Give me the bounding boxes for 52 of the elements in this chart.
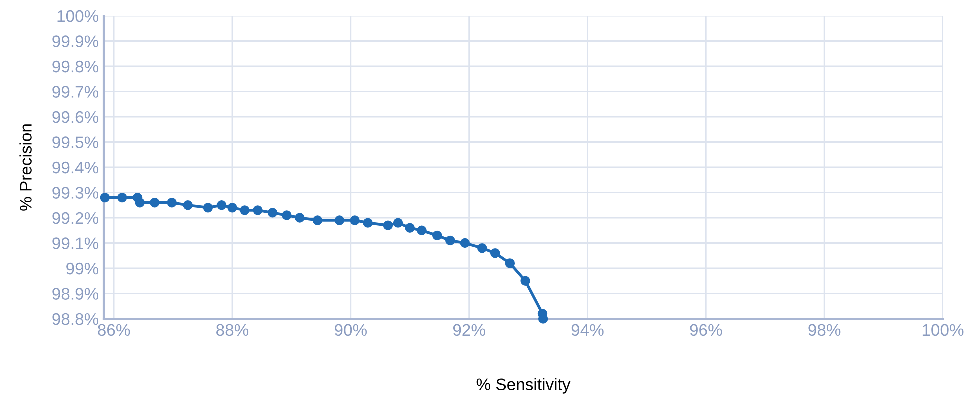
point <box>268 208 278 218</box>
point <box>228 203 238 213</box>
point <box>383 220 394 230</box>
y-tick-label: 99.9% <box>52 36 99 48</box>
point <box>240 206 250 216</box>
point <box>295 213 305 223</box>
y-tick-label: 99.7% <box>52 86 99 98</box>
point <box>135 198 145 208</box>
point <box>432 230 442 241</box>
x-tick-label: 96% <box>690 324 722 336</box>
point <box>477 243 488 254</box>
point <box>446 236 456 246</box>
point <box>203 203 214 213</box>
point <box>363 218 373 228</box>
y-tick-label: 98.8% <box>52 313 99 326</box>
point <box>312 216 323 226</box>
x-tick-label: 94% <box>572 324 604 336</box>
y-tick-label: 99% <box>66 262 99 275</box>
point <box>490 248 500 258</box>
x-tick-label: 88% <box>216 324 249 336</box>
point <box>460 238 470 248</box>
point <box>350 216 360 226</box>
y-tick-label: 99.6% <box>52 111 99 124</box>
point <box>183 200 193 210</box>
point <box>334 216 345 226</box>
y-axis-title: % Precision <box>20 124 32 211</box>
y-tick-label: 99.2% <box>52 212 99 224</box>
point <box>253 206 263 216</box>
point <box>100 192 110 203</box>
y-tick-label: 99.4% <box>52 162 99 174</box>
point <box>405 223 415 233</box>
x-tick-label: 86% <box>98 324 130 336</box>
y-tick-label: 99.8% <box>52 60 99 73</box>
point <box>505 258 516 268</box>
point <box>216 200 227 210</box>
x-tick-label: 100% <box>922 324 964 336</box>
point <box>167 198 177 208</box>
point <box>417 226 427 236</box>
x-tick-label: 92% <box>453 324 486 336</box>
point <box>282 210 292 220</box>
y-tick-label: 99.1% <box>52 238 99 250</box>
x-axis-title: % Sensitivity <box>476 378 571 394</box>
y-tick-label: 99.3% <box>52 187 99 199</box>
point <box>520 276 530 286</box>
x-tick-label: 98% <box>808 324 841 336</box>
x-tick-label: 90% <box>335 324 367 336</box>
y-tick-label: 98.9% <box>52 288 99 300</box>
point <box>117 192 128 203</box>
y-tick-label: 99.5% <box>52 136 99 148</box>
point <box>150 198 160 208</box>
y-tick-label: 100% <box>58 10 99 22</box>
point <box>393 218 404 228</box>
